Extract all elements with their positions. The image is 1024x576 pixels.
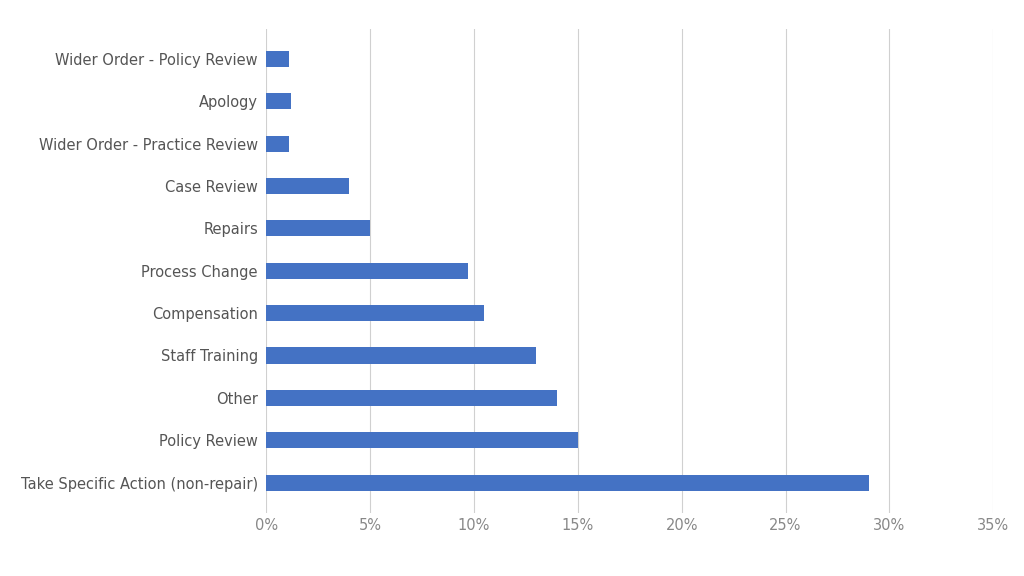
Bar — [266, 220, 370, 236]
Bar — [266, 432, 578, 448]
Bar — [266, 263, 468, 279]
Bar — [266, 135, 289, 151]
Bar — [266, 347, 537, 363]
Bar — [266, 305, 484, 321]
Bar — [266, 475, 868, 491]
Bar — [266, 390, 557, 406]
Bar — [266, 51, 289, 67]
Bar — [266, 178, 349, 194]
Bar — [266, 93, 291, 109]
